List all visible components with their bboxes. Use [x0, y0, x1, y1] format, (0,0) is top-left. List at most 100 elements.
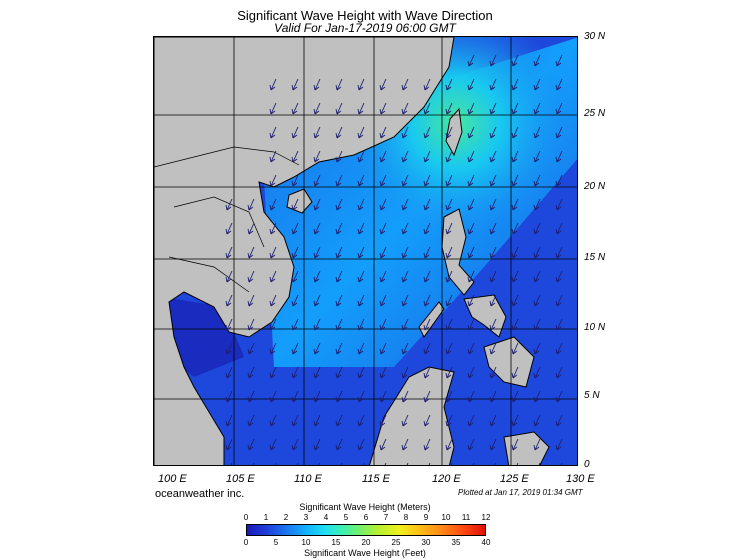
wave-arrow — [379, 198, 387, 211]
wave-arrow — [269, 294, 277, 307]
wave-arrow — [423, 366, 431, 379]
wave-arrow — [247, 246, 255, 259]
wave-arrow — [225, 270, 233, 283]
wave-arrow — [291, 198, 299, 211]
wave-arrow — [423, 294, 431, 307]
wave-arrow — [445, 78, 453, 91]
wave-arrow — [291, 270, 299, 283]
wave-arrow — [247, 318, 255, 331]
wave-arrow — [511, 366, 519, 379]
wave-arrow — [489, 342, 497, 355]
wave-arrow — [318, 462, 321, 465]
wave-arrow — [533, 54, 541, 67]
lon-label-100e: 100 E — [158, 473, 187, 485]
map-title: Significant Wave Height with Wave Direct… — [237, 8, 493, 23]
wave-arrow — [335, 126, 343, 139]
wave-arrow — [450, 462, 453, 465]
wave-arrow — [445, 318, 453, 331]
wave-arrow — [379, 126, 387, 139]
wave-arrow — [511, 102, 519, 115]
wave-arrow — [538, 462, 541, 465]
lon-label-120e: 120 E — [432, 473, 461, 485]
wave-arrow — [467, 294, 475, 307]
wave-arrow — [489, 270, 497, 283]
wave-arrow — [423, 342, 431, 355]
colorbar-tick-meters: 3 — [303, 513, 309, 522]
wave-arrow — [555, 78, 563, 91]
wave-arrow — [269, 414, 277, 427]
wave-arrow — [340, 462, 343, 465]
wave-arrow — [313, 222, 321, 235]
wave-arrow — [489, 318, 497, 331]
wave-arrow — [489, 366, 497, 379]
wave-arrow — [445, 222, 453, 235]
wave-arrow — [494, 462, 497, 465]
wave-arrow — [423, 102, 431, 115]
colorbar-tick-feet: 25 — [391, 538, 401, 547]
wave-arrow — [423, 174, 431, 187]
wave-arrow — [489, 222, 497, 235]
wave-arrow — [225, 438, 233, 451]
wave-arrow — [489, 54, 497, 67]
wave-arrow — [511, 198, 519, 211]
wave-arrow — [269, 318, 277, 331]
wave-arrow — [313, 342, 321, 355]
wave-arrow — [384, 462, 387, 465]
wave-arrow — [335, 366, 343, 379]
wave-arrow — [401, 246, 409, 259]
wave-arrow — [555, 126, 563, 139]
wave-arrow — [423, 246, 431, 259]
wave-arrow — [489, 294, 497, 307]
lat-label-10n: 10 N — [584, 322, 606, 333]
wave-arrow — [291, 318, 299, 331]
wave-arrow — [423, 78, 431, 91]
wave-arrow — [335, 198, 343, 211]
wave-arrow — [489, 438, 497, 451]
wave-arrow — [335, 222, 343, 235]
colorbar-tick-meters: 0 — [243, 513, 249, 522]
colorbar-tick-meters: 11 — [461, 513, 471, 522]
wave-arrow — [511, 54, 519, 67]
wave-arrow — [445, 150, 453, 163]
wave-arrow — [357, 126, 365, 139]
wave-arrow — [533, 270, 541, 283]
wave-arrow — [379, 78, 387, 91]
wave-arrow — [423, 270, 431, 283]
wave-arrow — [335, 78, 343, 91]
wave-arrow — [489, 150, 497, 163]
wave-arrow — [533, 174, 541, 187]
wave-arrow — [489, 390, 497, 403]
wave-arrow — [291, 414, 299, 427]
wave-direction-arrows — [225, 54, 563, 465]
wave-arrow — [401, 198, 409, 211]
wave-arrow — [247, 366, 255, 379]
wave-arrow — [533, 222, 541, 235]
wave-arrow — [489, 126, 497, 139]
wave-arrow — [533, 102, 541, 115]
wave-arrow — [225, 318, 233, 331]
colorbar-tick-meters: 6 — [363, 513, 369, 522]
wave-arrow — [555, 366, 563, 379]
wave-arrow — [313, 390, 321, 403]
wave-arrow — [511, 174, 519, 187]
colorbar-tick-meters: 5 — [343, 513, 349, 522]
lon-label-130e: 130 E — [566, 473, 595, 485]
wave-arrow — [533, 78, 541, 91]
wave-arrow — [247, 390, 255, 403]
wave-arrow — [313, 414, 321, 427]
wave-arrow — [445, 342, 453, 355]
wave-arrow — [335, 414, 343, 427]
wave-arrow — [379, 270, 387, 283]
wave-arrow — [357, 198, 365, 211]
lon-label-105e: 105 E — [226, 473, 255, 485]
wave-arrow — [379, 438, 387, 451]
wave-arrow — [423, 126, 431, 139]
lon-label-125e: 125 E — [500, 473, 529, 485]
wave-arrow — [225, 198, 233, 211]
colorbar-title-meters: Significant Wave Height (Meters) — [299, 502, 431, 512]
wave-arrow — [445, 294, 453, 307]
wave-arrow — [379, 414, 387, 427]
palawan-island — [418, 301, 445, 338]
colorbar-tick-meters: 7 — [383, 513, 389, 522]
wave-arrow — [423, 198, 431, 211]
